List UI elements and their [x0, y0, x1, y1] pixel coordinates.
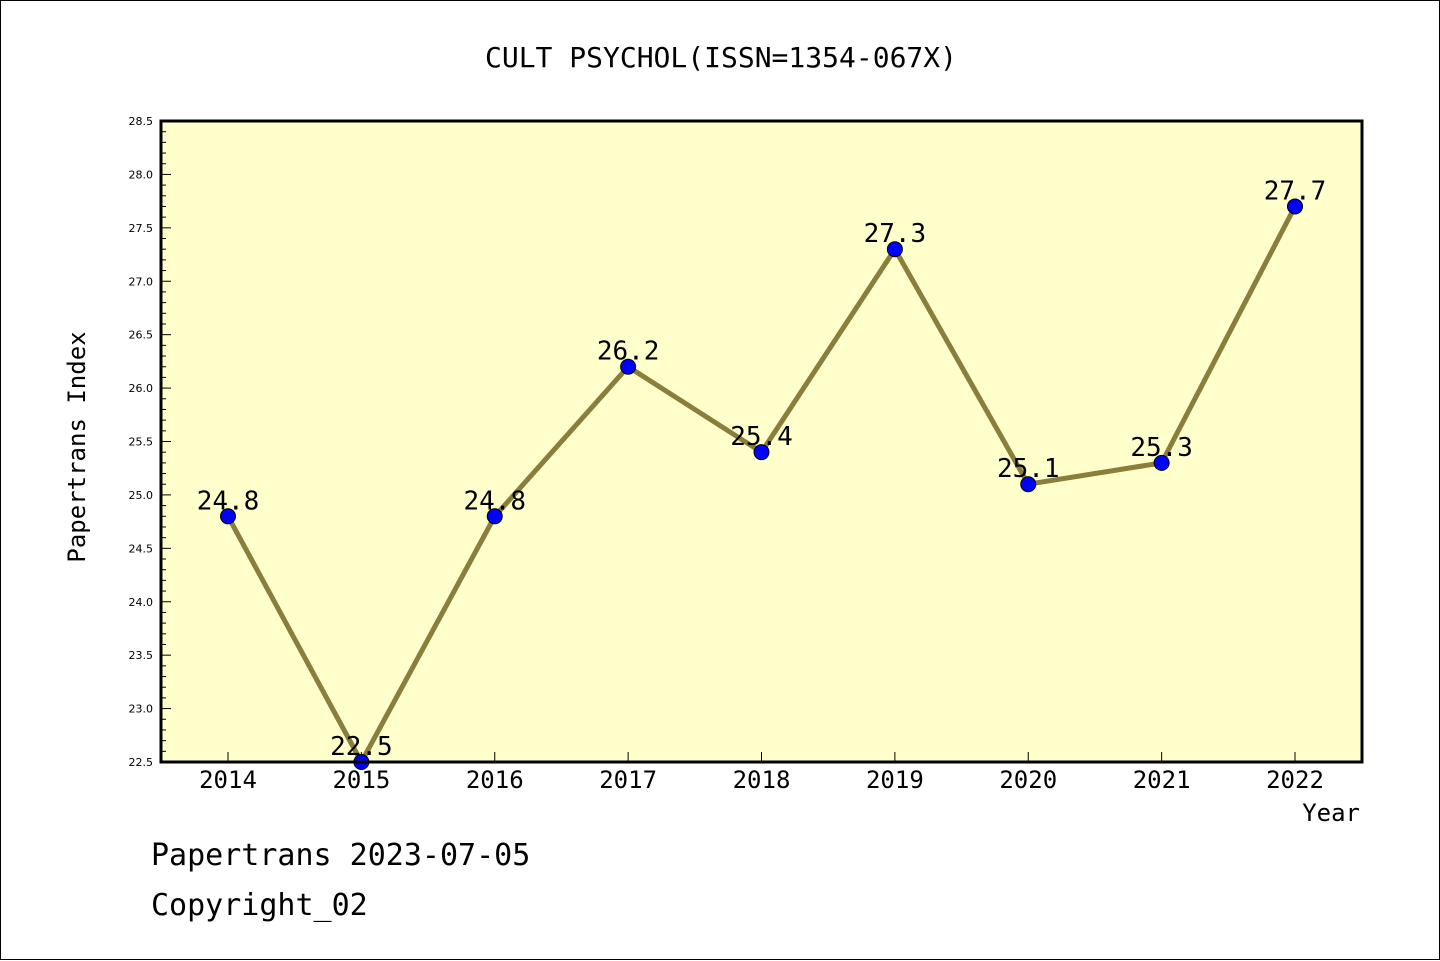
y-tick-label: 26.0: [129, 382, 154, 395]
data-label: 24.8: [197, 486, 260, 516]
plot-frame: [159, 119, 1364, 764]
data-label: 25.1: [997, 454, 1060, 484]
y-tick-label: 23.5: [129, 649, 154, 662]
y-tick-label: 28.0: [129, 168, 154, 181]
data-label: 27.3: [864, 219, 927, 249]
data-label: 26.2: [597, 337, 660, 367]
data-point-marker: [620, 358, 637, 375]
data-label: 22.5: [330, 732, 393, 762]
footer-date: Papertrans 2023-07-05: [151, 838, 530, 873]
plot-area: [161, 121, 1362, 762]
series-group: [220, 198, 1303, 770]
data-label: 27.7: [1264, 176, 1327, 206]
x-tick-label: 2019: [866, 766, 924, 794]
x-axis-label: Year: [1302, 799, 1360, 827]
data-label: 24.8: [463, 486, 526, 516]
y-axis-label: Papertrans Index: [63, 331, 91, 562]
y-tick-label: 25.5: [129, 436, 154, 449]
chart-title: CULT PSYCHOL(ISSN=1354-067X): [485, 41, 957, 74]
y-tick-label: 27.0: [129, 275, 154, 288]
data-label: 25.4: [730, 422, 793, 452]
x-tick-label: 2016: [466, 766, 524, 794]
footer-copyright: Copyright_02: [151, 888, 368, 923]
x-tick-label: 2014: [199, 766, 257, 794]
y-tick-label: 24.0: [129, 596, 154, 609]
y-axis-ticks: 22.5 23.0 23.5 24.0 24.5 25.0 25.5 26.0 26.5 27.0…: [129, 115, 171, 769]
y-tick-label: 24.5: [129, 542, 154, 555]
x-tick-label: 2017: [599, 766, 657, 794]
x-axis-ticks: 2014 2015 2016 2017 2018 2019 2020 2021 2022: [199, 752, 1324, 794]
y-tick-label: 27.5: [129, 222, 154, 235]
x-tick-label: 2020: [999, 766, 1057, 794]
data-point-marker: [486, 508, 503, 525]
data-point-marker: [1153, 454, 1170, 471]
y-tick-label: 28.5: [129, 115, 154, 128]
data-point-marker: [220, 508, 236, 525]
data-point-marker: [886, 241, 903, 258]
data-point-marker: [1020, 476, 1037, 493]
y-tick-label: 23.0: [129, 703, 154, 716]
data-point-marker: [753, 444, 770, 461]
data-label: 25.3: [1130, 433, 1193, 463]
y-tick-label: 26.5: [129, 329, 154, 342]
x-tick-label: 2021: [1133, 766, 1191, 794]
y-tick-label: 25.0: [129, 489, 154, 502]
data-point-marker: [1287, 198, 1303, 215]
y-tick-label: 22.5: [129, 756, 154, 769]
x-tick-label: 2018: [733, 766, 791, 794]
x-tick-label: 2022: [1266, 766, 1324, 794]
data-labels: 24.8 22.5 24.8 26.2 25.4 27.3 25.1 25.3 27.7: [197, 176, 1327, 762]
x-tick-label: 2015: [332, 766, 390, 794]
